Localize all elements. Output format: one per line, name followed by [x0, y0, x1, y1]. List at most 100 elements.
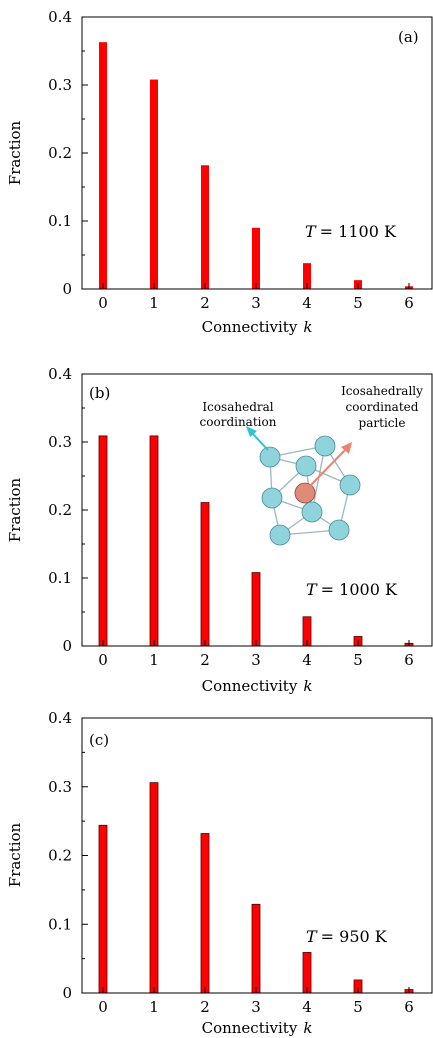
- y-tick-label: 0.4: [48, 365, 72, 383]
- bar-group: [98, 782, 414, 994]
- x-axis-label-var: k: [303, 1019, 312, 1037]
- x-tick-label: 0: [98, 998, 108, 1016]
- temperature-value: = 950 K: [321, 927, 388, 946]
- y-tick-label: 0.1: [48, 569, 72, 587]
- annotation-icosahedral-line2: coordination: [200, 415, 277, 429]
- y-axis-label: Fraction: [6, 822, 24, 887]
- shell-spheres: [259, 435, 361, 546]
- cluster-sphere: [314, 435, 336, 457]
- center-particle-sphere: [294, 482, 316, 504]
- x-axis-ticks: 0 1 2 3 4 5 6: [98, 283, 414, 312]
- y-tick-label: 0.2: [48, 847, 72, 865]
- x-axis-label-var: k: [303, 677, 312, 695]
- bar-k-4: [303, 263, 311, 289]
- left-arrow: [246, 426, 269, 451]
- x-tick-label: 4: [302, 998, 312, 1016]
- annotation-particle-line1: Icosahedrally: [341, 384, 423, 398]
- x-tick-label: 4: [302, 294, 312, 312]
- cluster-sphere: [328, 519, 350, 541]
- y-tick-label: 0: [62, 984, 72, 1002]
- y-tick-label: 0.4: [48, 8, 72, 26]
- y-tick-label: 0.3: [48, 778, 72, 796]
- bar-k-0: [98, 824, 108, 994]
- y-tick-label: 0.1: [48, 915, 72, 933]
- cluster-sphere: [295, 455, 317, 477]
- x-tick-label: 0: [98, 651, 108, 669]
- temperature-value: = 1000 K: [321, 580, 398, 599]
- cluster-sphere: [301, 501, 323, 523]
- bar-k-0: [98, 435, 108, 647]
- annotation-icosahedral-line1: Icosahedral: [202, 400, 273, 414]
- y-axis-ticks: 0 0.1 0.2 0.3 0.4: [48, 709, 88, 1002]
- x-axis-label-var: k: [303, 318, 312, 336]
- x-axis-ticks: 0 1 2 3 4 5 6: [98, 640, 414, 669]
- temperature-symbol: T: [306, 927, 318, 946]
- bar-k-0: [99, 42, 107, 289]
- bar-k-2: [200, 833, 210, 994]
- annotation-particle-line2: coordinated: [346, 400, 419, 414]
- x-tick-label: 1: [149, 651, 159, 669]
- x-tick-label: 4: [302, 651, 312, 669]
- y-axis-label: Fraction: [6, 477, 24, 542]
- x-tick-label: 2: [200, 651, 210, 669]
- x-axis-label: Connectivity k: [202, 318, 313, 336]
- y-tick-label: 0: [62, 637, 72, 655]
- panel-b: Icosahedral coordination Icosahedrally c…: [6, 365, 433, 695]
- y-axis-ticks: 0 0.1 0.2 0.3 0.4: [48, 365, 88, 655]
- bar-k-2: [200, 502, 210, 647]
- x-tick-label: 3: [251, 998, 261, 1016]
- temperature-label: T = 950 K: [306, 927, 388, 946]
- x-axis-label-text: Connectivity: [202, 318, 298, 336]
- bar-k-3: [252, 227, 260, 289]
- x-tick-label: 2: [200, 998, 210, 1016]
- x-axis-label-text: Connectivity: [202, 1019, 298, 1037]
- x-tick-label: 6: [404, 998, 414, 1016]
- x-tick-label: 3: [251, 651, 261, 669]
- x-axis-label: Connectivity k: [202, 1019, 313, 1037]
- panel-tag: (b): [89, 384, 110, 402]
- x-tick-label: 6: [404, 294, 414, 312]
- bar-k-3: [251, 903, 261, 994]
- bar-k-1: [150, 79, 158, 289]
- x-tick-label: 6: [404, 651, 414, 669]
- y-tick-label: 0.3: [48, 76, 72, 94]
- bar-k-3: [251, 572, 261, 647]
- cluster-sphere: [261, 487, 283, 509]
- temperature-label: T = 1000 K: [306, 580, 398, 599]
- annotation-particle-line3: particle: [359, 416, 406, 430]
- y-tick-label: 0.3: [48, 433, 72, 451]
- y-axis-ticks: 0 0.1 0.2 0.3 0.4: [48, 8, 88, 298]
- bar-k-2: [201, 165, 209, 289]
- x-axis-label: Connectivity k: [202, 677, 313, 695]
- temperature-symbol: T: [306, 580, 318, 599]
- y-tick-label: 0.4: [48, 709, 72, 727]
- cluster-sphere: [259, 446, 281, 468]
- y-tick-label: 0.1: [48, 212, 72, 230]
- bar-k-4: [302, 952, 312, 994]
- x-tick-label: 3: [251, 294, 261, 312]
- bar-group: [98, 435, 414, 647]
- x-tick-label: 5: [353, 651, 363, 669]
- y-tick-label: 0.2: [48, 144, 72, 162]
- y-tick-label: 0: [62, 280, 72, 298]
- x-tick-label: 1: [149, 294, 159, 312]
- x-tick-label: 5: [353, 294, 363, 312]
- x-tick-label: 0: [98, 294, 108, 312]
- bar-group: [99, 42, 413, 289]
- temperature-symbol: T: [305, 222, 317, 241]
- icosahedral-cluster-illustration: Icosahedral coordination Icosahedrally c…: [200, 384, 423, 546]
- y-axis-label: Fraction: [6, 120, 24, 185]
- x-tick-label: 2: [200, 294, 210, 312]
- temperature-label: T = 1100 K: [305, 222, 397, 241]
- panel-a: 0 0.1 0.2 0.3 0.4 0 1 2 3 4 5 6 (a) T = 1100 K Conn…: [6, 8, 433, 336]
- x-tick-label: 5: [353, 998, 363, 1016]
- x-axis-label-text: Connectivity: [202, 677, 298, 695]
- cluster-sphere: [339, 474, 361, 496]
- right-arrow: [307, 442, 352, 489]
- bar-k-1: [149, 435, 159, 647]
- temperature-value: = 1100 K: [320, 222, 397, 241]
- panel-tag: (c): [89, 731, 109, 749]
- x-axis-ticks: 0 1 2 3 4 5 6: [98, 987, 414, 1016]
- panel-c: 0 0.1 0.2 0.3 0.4 0 1 2 3 4 5 6 (c) T = 950 K Conne…: [6, 709, 433, 1037]
